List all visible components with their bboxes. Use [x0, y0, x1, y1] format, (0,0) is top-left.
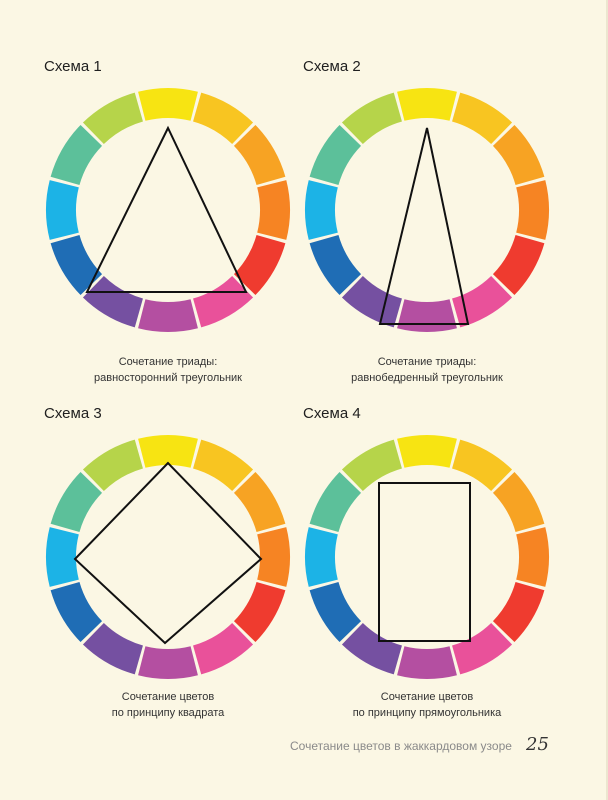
wheel-segment-11 [50, 124, 103, 185]
wheel-segment-6 [452, 275, 513, 328]
scheme-1-color-wheel [46, 88, 290, 332]
wheel-segment-4 [516, 527, 549, 587]
scheme-2-title: Схема 2 [303, 58, 361, 75]
rectangle-outline [378, 482, 471, 642]
wheel-segment-7 [397, 299, 457, 332]
wheel-segment-3 [233, 471, 286, 532]
scheme-3-title: Схема 3 [44, 405, 102, 422]
wheel-segment-9 [309, 235, 362, 296]
wheel-segment-12 [82, 439, 143, 492]
wheel-segment-3 [492, 124, 545, 185]
wheel-segment-9 [50, 235, 103, 296]
wheel-segment-5 [492, 235, 545, 296]
wheel-segment-9 [309, 582, 362, 643]
wheel-segment-6 [452, 622, 513, 675]
wheel-segment-11 [309, 124, 362, 185]
wheel-segment-10 [46, 180, 79, 240]
wheel-segment-1 [138, 88, 198, 121]
scheme-2-caption: Сочетание триады: равнобедренный треугол… [303, 354, 551, 386]
wheel-segment-8 [341, 275, 402, 328]
wheel-segment-5 [492, 582, 545, 643]
scheme-3-caption-line-2: по принципу квадрата [111, 707, 225, 719]
square-outline [73, 461, 263, 645]
wheel-segment-12 [82, 92, 143, 145]
wheel-segment-7 [397, 646, 457, 679]
scheme-2-caption-line-2: равнобедренный треугольник [351, 372, 503, 384]
wheel-segment-9 [50, 582, 103, 643]
scheme-4-caption-line-2: по принципу прямоугольника [352, 707, 502, 719]
scheme-panel-1: Схема 1 Сочетание триады: равносторонний… [44, 58, 304, 384]
scheme-panel-3: Схема 3 Сочетание цветов по принципу ква… [44, 405, 304, 725]
wheel-segment-11 [50, 471, 103, 532]
wheel-segment-8 [82, 622, 143, 675]
wheel-segment-3 [492, 471, 545, 532]
wheel-segment-2 [193, 92, 254, 145]
wheel-segment-1 [397, 435, 457, 468]
wheel-segment-10 [305, 527, 338, 587]
scheme-4-caption: Сочетание цветов по принципу прямоугольн… [303, 689, 551, 721]
scheme-4-color-wheel [305, 435, 549, 679]
wheel-segment-2 [452, 439, 513, 492]
wheel-segment-11 [309, 471, 362, 532]
wheel-segment-12 [341, 92, 402, 145]
wheel-segment-1 [397, 88, 457, 121]
scheme-3-caption-line-1: Сочетание цветов [121, 691, 215, 703]
wheel-segment-8 [341, 622, 402, 675]
scheme-2-caption-line-1: Сочетание триады: [377, 356, 477, 368]
wheel-segment-8 [82, 275, 143, 328]
wheel-segment-4 [257, 180, 290, 240]
wheel-segment-12 [341, 439, 402, 492]
equilateral-triangle-outline [85, 125, 248, 293]
scheme-1-title: Схема 1 [44, 58, 102, 75]
page-edge [606, 0, 608, 800]
wheel-segment-3 [233, 124, 286, 185]
isosceles-triangle-outline [378, 127, 470, 325]
scheme-1-caption: Сочетание триады: равносторонний треугол… [44, 354, 292, 386]
scheme-panel-4: Схема 4 Сочетание цветов по принципу пря… [303, 405, 563, 725]
wheel-segment-7 [138, 646, 198, 679]
wheel-segment-2 [193, 439, 254, 492]
wheel-segment-5 [233, 235, 286, 296]
scheme-panel-2: Схема 2 Сочетание триады: равнобедренный… [303, 58, 563, 384]
wheel-segment-4 [516, 180, 549, 240]
scheme-4-title: Схема 4 [303, 405, 361, 422]
wheel-segment-2 [452, 92, 513, 145]
wheel-segment-6 [193, 622, 254, 675]
wheel-segment-6 [193, 275, 254, 328]
scheme-2-color-wheel [305, 88, 549, 332]
scheme-3-color-wheel [46, 435, 290, 679]
scheme-3-caption: Сочетание цветов по принципу квадрата [44, 689, 292, 721]
scheme-1-caption-line-2: равносторонний треугольник [93, 372, 242, 384]
wheel-segment-7 [138, 299, 198, 332]
wheel-segment-4 [257, 527, 290, 587]
scheme-4-caption-line-1: Сочетание цветов [380, 691, 474, 703]
running-title: Сочетание цветов в жаккардовом узоре [290, 739, 512, 753]
wheel-segment-10 [305, 180, 338, 240]
wheel-segment-10 [46, 527, 79, 587]
wheel-segment-5 [233, 582, 286, 643]
wheel-segment-1 [138, 435, 198, 468]
scheme-1-caption-line-1: Сочетание триады: [118, 356, 218, 368]
page-number: 25 [526, 734, 549, 755]
